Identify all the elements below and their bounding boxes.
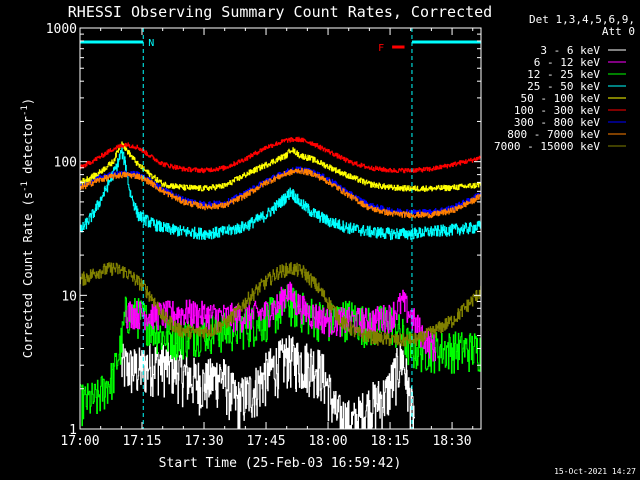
x-tick-label: 17:30 — [184, 434, 223, 449]
legend-label: 7000 - 15000 keV — [494, 140, 600, 153]
series-line-800-7000kev — [79, 167, 482, 219]
x-tick-label: 17:00 — [60, 434, 99, 449]
legend-label: 100 - 300 keV — [514, 104, 600, 117]
y-tick-label: 1 — [69, 423, 77, 438]
timestamp: 15-Oct-2021 14:27 — [554, 467, 636, 476]
series-line-7000-15000kev — [80, 262, 482, 347]
chart-title: RHESSI Observing Summary Count Rates, Co… — [68, 3, 492, 21]
legend-header: Att 0 — [602, 25, 635, 38]
legend-header: Det 1,3,4,5,6,9, — [529, 13, 635, 26]
legend-label: 3 - 6 keV — [540, 44, 600, 57]
legend-label: 6 - 12 keV — [534, 56, 601, 69]
series-line-3-6kev — [121, 335, 415, 430]
x-tick-label: 17:15 — [122, 434, 161, 449]
legend-label: 12 - 25 keV — [527, 68, 600, 81]
x-tick-label: 18:30 — [432, 434, 471, 449]
y-tick-label: 100 — [54, 156, 77, 171]
y-tick-label: 1000 — [46, 22, 77, 37]
series-line-6-12kev — [125, 281, 436, 362]
legend-label: 800 - 7000 keV — [507, 128, 600, 141]
legend-label: 25 - 50 keV — [527, 80, 600, 93]
flare-label: F — [378, 43, 384, 54]
y-axis: 1 10 100 1000 — [46, 22, 481, 438]
legend-label: 50 - 100 keV — [521, 92, 601, 105]
y-axis-label: Corrected Count Rate (s-1 detector-1) — [20, 98, 35, 358]
series-line-12-25kev — [80, 284, 482, 427]
x-tick-label: 17:45 — [246, 434, 285, 449]
plot-frame — [79, 27, 482, 430]
legend-label: 300 - 800 keV — [514, 116, 600, 129]
y-tick-label: 10 — [61, 289, 77, 304]
series-line-25-50kev — [79, 147, 482, 241]
series-line-100-300kev — [79, 136, 482, 174]
x-axis: 17:00 17:15 17:30 17:45 18:00 18:15 18:30 — [60, 28, 474, 449]
series-line-50-100kev — [79, 141, 482, 192]
x-tick-label: 18:15 — [370, 434, 409, 449]
x-tick-label: 18:00 — [308, 434, 347, 449]
night-label: N — [148, 38, 154, 49]
x-axis-label: Start Time (25-Feb-03 16:59:42) — [159, 456, 402, 471]
